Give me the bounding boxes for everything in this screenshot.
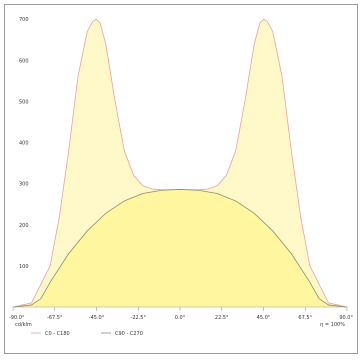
legend-label-1: C0 - C180 [45,331,70,337]
y-tick-label: 100 [19,264,29,270]
series-line-2 [12,189,348,308]
legend: C0 - C180 C90 - C270 [31,331,143,337]
y-tick-label: 400 [19,141,29,147]
x-tick-label: -45.0° [89,315,105,321]
unit-label: cd/klm [15,322,32,328]
series-group [12,18,348,308]
y-axis-ticks: 100 200 300 400 500 600 700 [19,17,29,270]
x-tick-label: 67.5° [298,315,312,321]
y-tick-label: 700 [19,17,29,23]
legend-label-2: C90 - C270 [115,331,143,337]
y-tick-label: 500 [19,99,29,105]
x-axis-ticks: -90.0° -67.5° -45.0° -22.5° 0.0° 22.5° 45.0° 67… [9,307,353,321]
efficiency-label: η = 100% [320,322,345,328]
x-tick-label: -90.0° [9,315,25,321]
x-tick-label: 22.5° [215,315,229,321]
y-tick-label: 300 [19,182,29,188]
y-tick-label: 200 [19,223,29,229]
x-tick-label: -22.5° [131,315,147,321]
y-tick-label: 600 [19,58,29,64]
x-tick-label: 90.0° [339,315,353,321]
series-area-2 [13,189,347,307]
chart-frame: 100 200 300 400 500 600 700 -90.0° -67.5° -45.0°… [4,4,358,354]
x-tick-label: 45.0° [257,315,271,321]
x-tick-label: -67.5° [47,315,63,321]
x-tick-label: 0.0° [175,315,186,321]
polar-distribution-chart: 100 200 300 400 500 600 700 -90.0° -67.5° -45.0°… [9,17,353,337]
